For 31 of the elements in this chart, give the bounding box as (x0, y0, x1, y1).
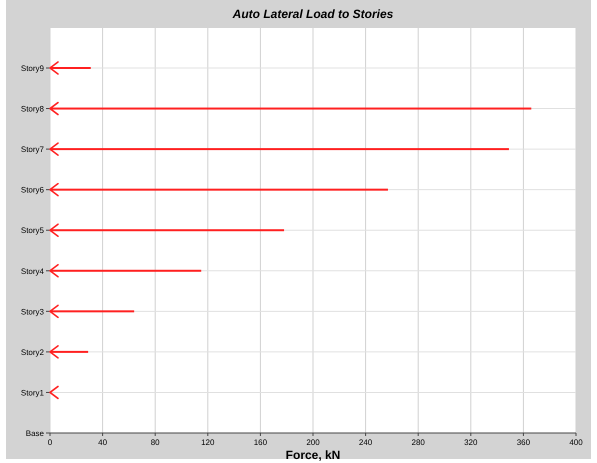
x-tick-label: 80 (150, 438, 160, 447)
x-tick-label: 400 (569, 438, 584, 447)
y-tick-label: Story6 (20, 186, 45, 195)
bar (50, 350, 88, 353)
x-tick-label: 0 (48, 438, 53, 447)
bar (50, 310, 134, 312)
bar (50, 270, 202, 272)
bar (50, 188, 388, 191)
y-tick-label: Story9 (20, 64, 45, 73)
x-tick-label: 120 (201, 438, 216, 447)
bar (50, 148, 509, 150)
x-tick-label: 160 (254, 438, 268, 447)
chart-title: Auto Lateral Load to Stories (232, 7, 394, 21)
y-tick-label: Story7 (20, 145, 45, 154)
x-tick-label: 320 (464, 438, 478, 447)
x-axis-title: Force, kN (286, 448, 340, 462)
x-tick-label: 280 (412, 438, 426, 447)
y-tick-label: Story2 (20, 348, 45, 357)
x-tick-label: 40 (98, 438, 108, 447)
y-tick-label: Story3 (20, 307, 45, 316)
y-tick-label: Story4 (20, 266, 45, 276)
x-tick-label: 200 (306, 438, 320, 447)
y-tick-label: Base (26, 429, 45, 438)
y-tick-label: Story1 (20, 388, 45, 398)
bar (50, 67, 91, 69)
y-tick-label: Story5 (20, 226, 45, 236)
y-tick-label: Story8 (20, 104, 45, 114)
x-tick-label: 360 (516, 438, 531, 447)
x-tick-label: 240 (358, 438, 373, 447)
bar (50, 229, 284, 232)
bar (50, 108, 532, 110)
